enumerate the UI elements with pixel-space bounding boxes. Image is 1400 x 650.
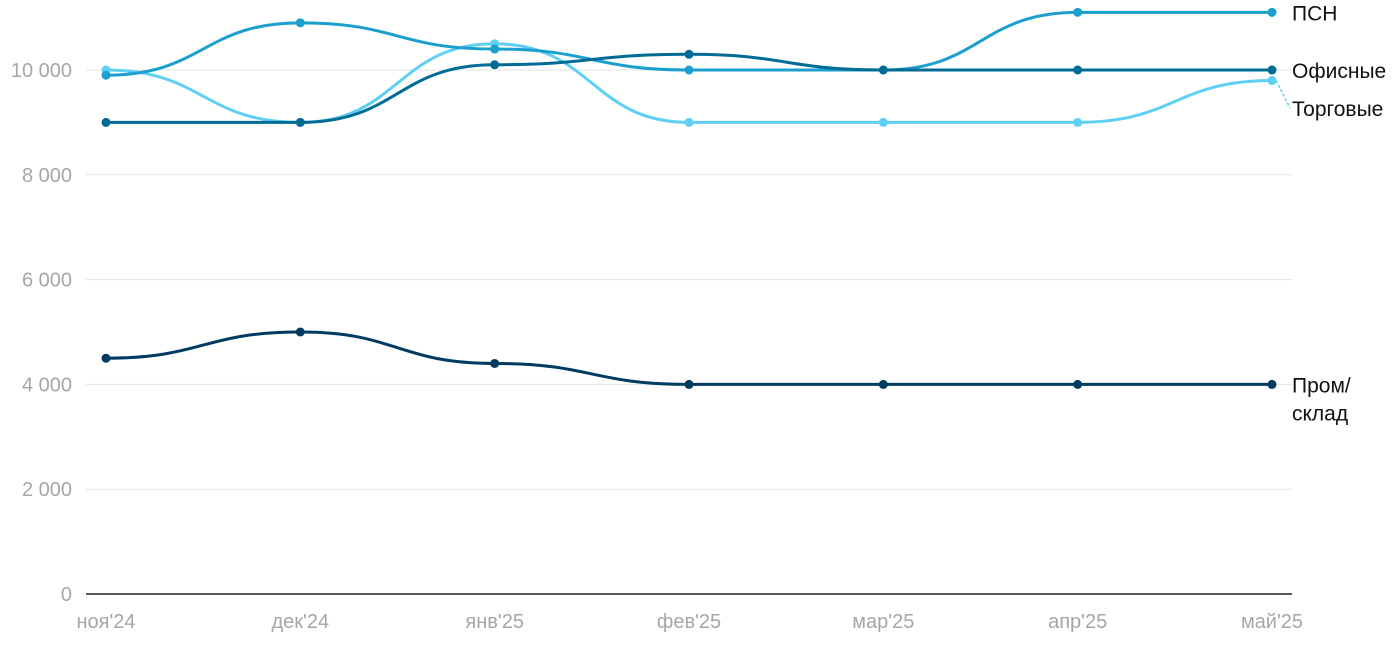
series-group [101,7,1277,389]
y-tick-label: 10 000 [11,60,72,82]
data-point [878,117,888,127]
series-label: ПСН [1292,2,1337,25]
series-labels: ПСН Офисные Торговые Пром/склад [1275,2,1386,425]
y-axis-ticks: 0 2 000 4 000 6 000 8 000 10 000 [11,60,72,606]
data-point [490,60,500,70]
y-tick-label: 8 000 [22,165,72,187]
series-line [104,330,1274,386]
data-point [101,117,111,127]
x-tick-label: апр'25 [1048,611,1107,633]
data-point [1073,117,1083,127]
data-point [295,327,305,337]
x-tick-label: янв'25 [465,611,524,633]
data-point [490,358,500,368]
data-point [1267,65,1277,75]
x-tick-label: май'25 [1241,611,1303,633]
data-point [878,379,888,389]
data-point [684,117,694,127]
series-label: Офисные [1292,60,1386,83]
grid-lines [86,69,1292,490]
data-point [101,70,111,80]
x-tick-label: дек'24 [272,611,330,633]
data-point [684,65,694,75]
data-point [1267,75,1277,85]
data-point [1267,7,1277,17]
data-point [295,18,305,28]
data-point [684,49,694,59]
data-point [1073,7,1083,17]
label-leader [1275,80,1291,109]
series-1 [101,7,1277,80]
series-3 [101,327,1277,389]
data-point [1267,379,1277,389]
data-point [878,65,888,75]
y-tick-label: 6 000 [22,270,72,292]
series-line [104,52,1274,124]
series-label: Торговые [1292,98,1383,121]
data-point [295,117,305,127]
x-tick-label: мар'25 [852,611,914,633]
data-point [1073,379,1083,389]
series-2 [101,49,1277,127]
data-point [490,44,500,54]
x-tick-label: ноя'24 [76,611,135,633]
series-label: склад [1292,402,1348,425]
y-tick-label: 2 000 [22,479,72,501]
data-point [684,379,694,389]
y-tick-label: 0 [61,584,72,606]
data-point [101,353,111,363]
series-label: Пром/ [1292,374,1351,397]
x-tick-label: фев'25 [657,611,721,633]
y-tick-label: 4 000 [22,374,72,396]
data-point [1073,65,1083,75]
x-axis-ticks: ноя'24 дек'24 янв'25 фев'25 мар'25 апр'25 май'… [76,611,1303,633]
